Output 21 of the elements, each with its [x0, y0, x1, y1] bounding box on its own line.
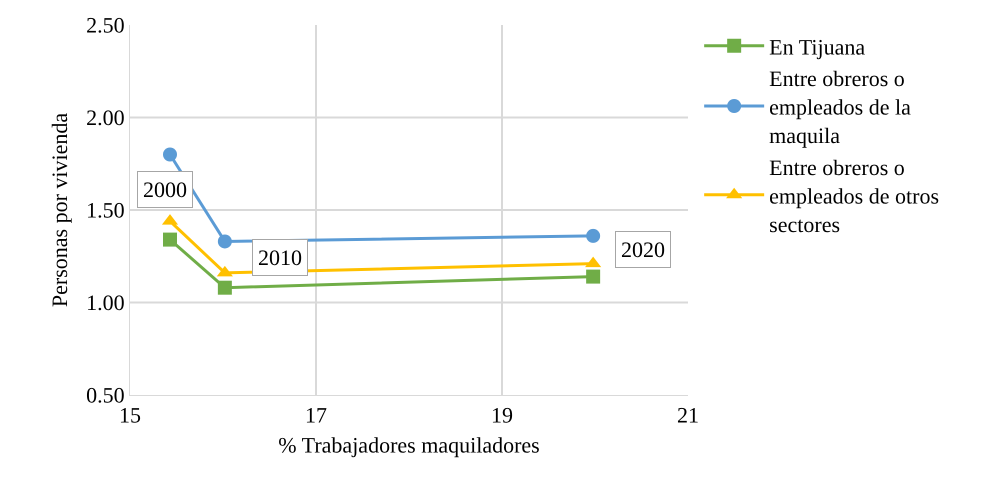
- annotation: 2000: [143, 177, 187, 202]
- x-tick-label: 21: [677, 402, 699, 428]
- point: [162, 232, 177, 247]
- x-tick-label: 19: [491, 402, 513, 428]
- legend-label: Entre obreros o empleados de otros sectores: [769, 154, 940, 237]
- point: [586, 228, 600, 243]
- x-tick-label: 17: [305, 402, 327, 428]
- point: [218, 280, 232, 295]
- annotation: 2020: [621, 237, 665, 262]
- y-tick-label: 2.00: [86, 105, 125, 130]
- legend-label: Entre obreros o empleados de la maquila: [769, 66, 912, 148]
- point: [162, 148, 177, 162]
- point: [586, 270, 600, 284]
- y-tick-label: 1.00: [86, 290, 125, 316]
- annotation: 2010: [258, 245, 302, 270]
- legend-label: En Tijuana: [769, 34, 866, 60]
- x-axis-title: % Trabajadores maquiladores: [278, 432, 540, 458]
- point: [218, 234, 232, 248]
- y-tick-label: 1.50: [86, 198, 125, 223]
- y-axis-title: Personas por vivienda: [46, 112, 72, 308]
- y-tick-label: 2.50: [86, 12, 125, 38]
